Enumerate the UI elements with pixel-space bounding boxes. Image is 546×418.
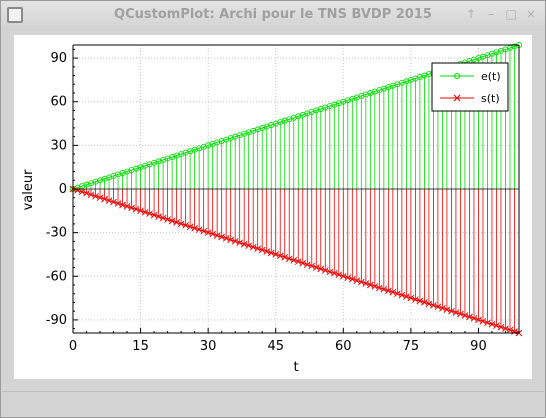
y-tick-label: -90 xyxy=(46,313,67,328)
legend-label-e: e(t) xyxy=(481,70,501,83)
y-tick-label: 0 xyxy=(59,182,67,197)
legend: e(t) s(t) xyxy=(431,62,509,112)
close-button[interactable]: × xyxy=(525,7,537,21)
app-icon[interactable] xyxy=(7,7,23,23)
window-title: QCustomPlot: Archi pour le TNS BVDP 2015 xyxy=(114,7,432,22)
y-tick-label: 90 xyxy=(50,51,67,66)
status-bar xyxy=(2,391,544,417)
x-tick-label: 30 xyxy=(200,339,217,354)
s-series-line xyxy=(72,188,520,334)
title-bar[interactable]: QCustomPlot: Archi pour le TNS BVDP 2015… xyxy=(1,1,545,31)
y-tick-label: 30 xyxy=(50,138,67,153)
plot-widget[interactable]: 0 15 30 45 60 75 90 90 60 30 0 -30 -60 -90 t valeur e… xyxy=(14,35,532,379)
minimize-button[interactable]: – xyxy=(488,7,494,21)
y-tick-label: -60 xyxy=(46,269,67,284)
keep-above-button[interactable]: ↑ xyxy=(465,7,477,21)
maximize-button[interactable]: □ xyxy=(505,7,517,21)
x-tick-label: 90 xyxy=(470,339,487,354)
x-tick-label: 0 xyxy=(69,339,77,354)
y-tick-label: 60 xyxy=(50,95,67,110)
x-axis-label: t xyxy=(293,360,298,375)
x-tick-label: 15 xyxy=(132,339,149,354)
legend-label-s: s(t) xyxy=(481,92,500,105)
y-tick-label: -30 xyxy=(46,226,67,241)
chart[interactable]: 0 15 30 45 60 75 90 90 60 30 0 -30 -60 -90 t valeur e… xyxy=(14,35,532,379)
x-tick-label: 45 xyxy=(267,339,284,354)
x-tick-label: 75 xyxy=(403,339,420,354)
y-axis-label: valeur xyxy=(21,169,36,211)
x-tick-label: 60 xyxy=(335,339,352,354)
